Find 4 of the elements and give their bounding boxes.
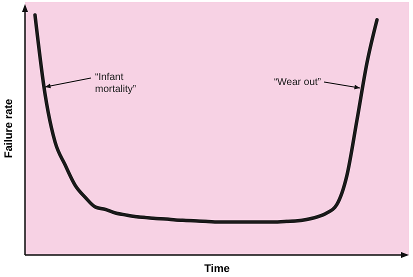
x-axis-title: Time: [204, 263, 230, 275]
annotation: “Wear out”: [274, 77, 321, 88]
annotation: “Infant mortality”: [95, 72, 136, 95]
y-axis-title: Failure rate: [3, 98, 15, 158]
